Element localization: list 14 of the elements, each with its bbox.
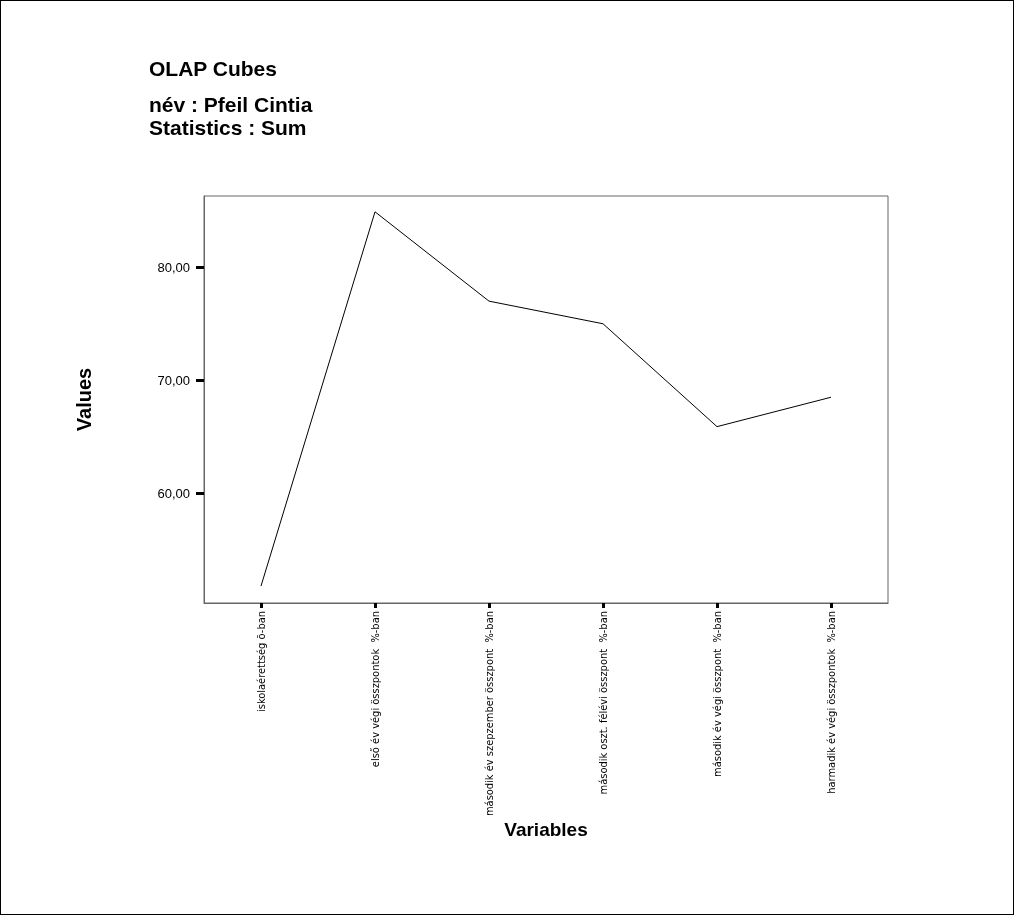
x-tick-label: második év szepzember összpont %-ban	[482, 611, 496, 817]
x-tick-label: első év végi összpontok %-ban	[368, 611, 382, 768]
chart-title: OLAP Cubes	[149, 57, 277, 80]
y-tick-label: 70,00	[157, 372, 190, 388]
y-tick-label: 80,00	[157, 259, 190, 275]
line-series	[260, 211, 832, 587]
x-tick-label: iskolaérettség õ-ban	[254, 611, 268, 712]
x-tick-label: harmadik év végi összpontok %-ban	[824, 611, 838, 794]
y-axis-title: Values	[73, 367, 95, 432]
y-tick-label: 60,00	[157, 485, 190, 501]
x-tick-label: második év végi összpont %-ban	[710, 611, 724, 777]
x-axis-title: Variables	[504, 818, 588, 840]
chart-subtitle: név : Pfeil Cintia Statistics : Sum	[149, 93, 313, 139]
x-tick-label: második oszt. félévi összpont %-ban	[596, 611, 610, 795]
